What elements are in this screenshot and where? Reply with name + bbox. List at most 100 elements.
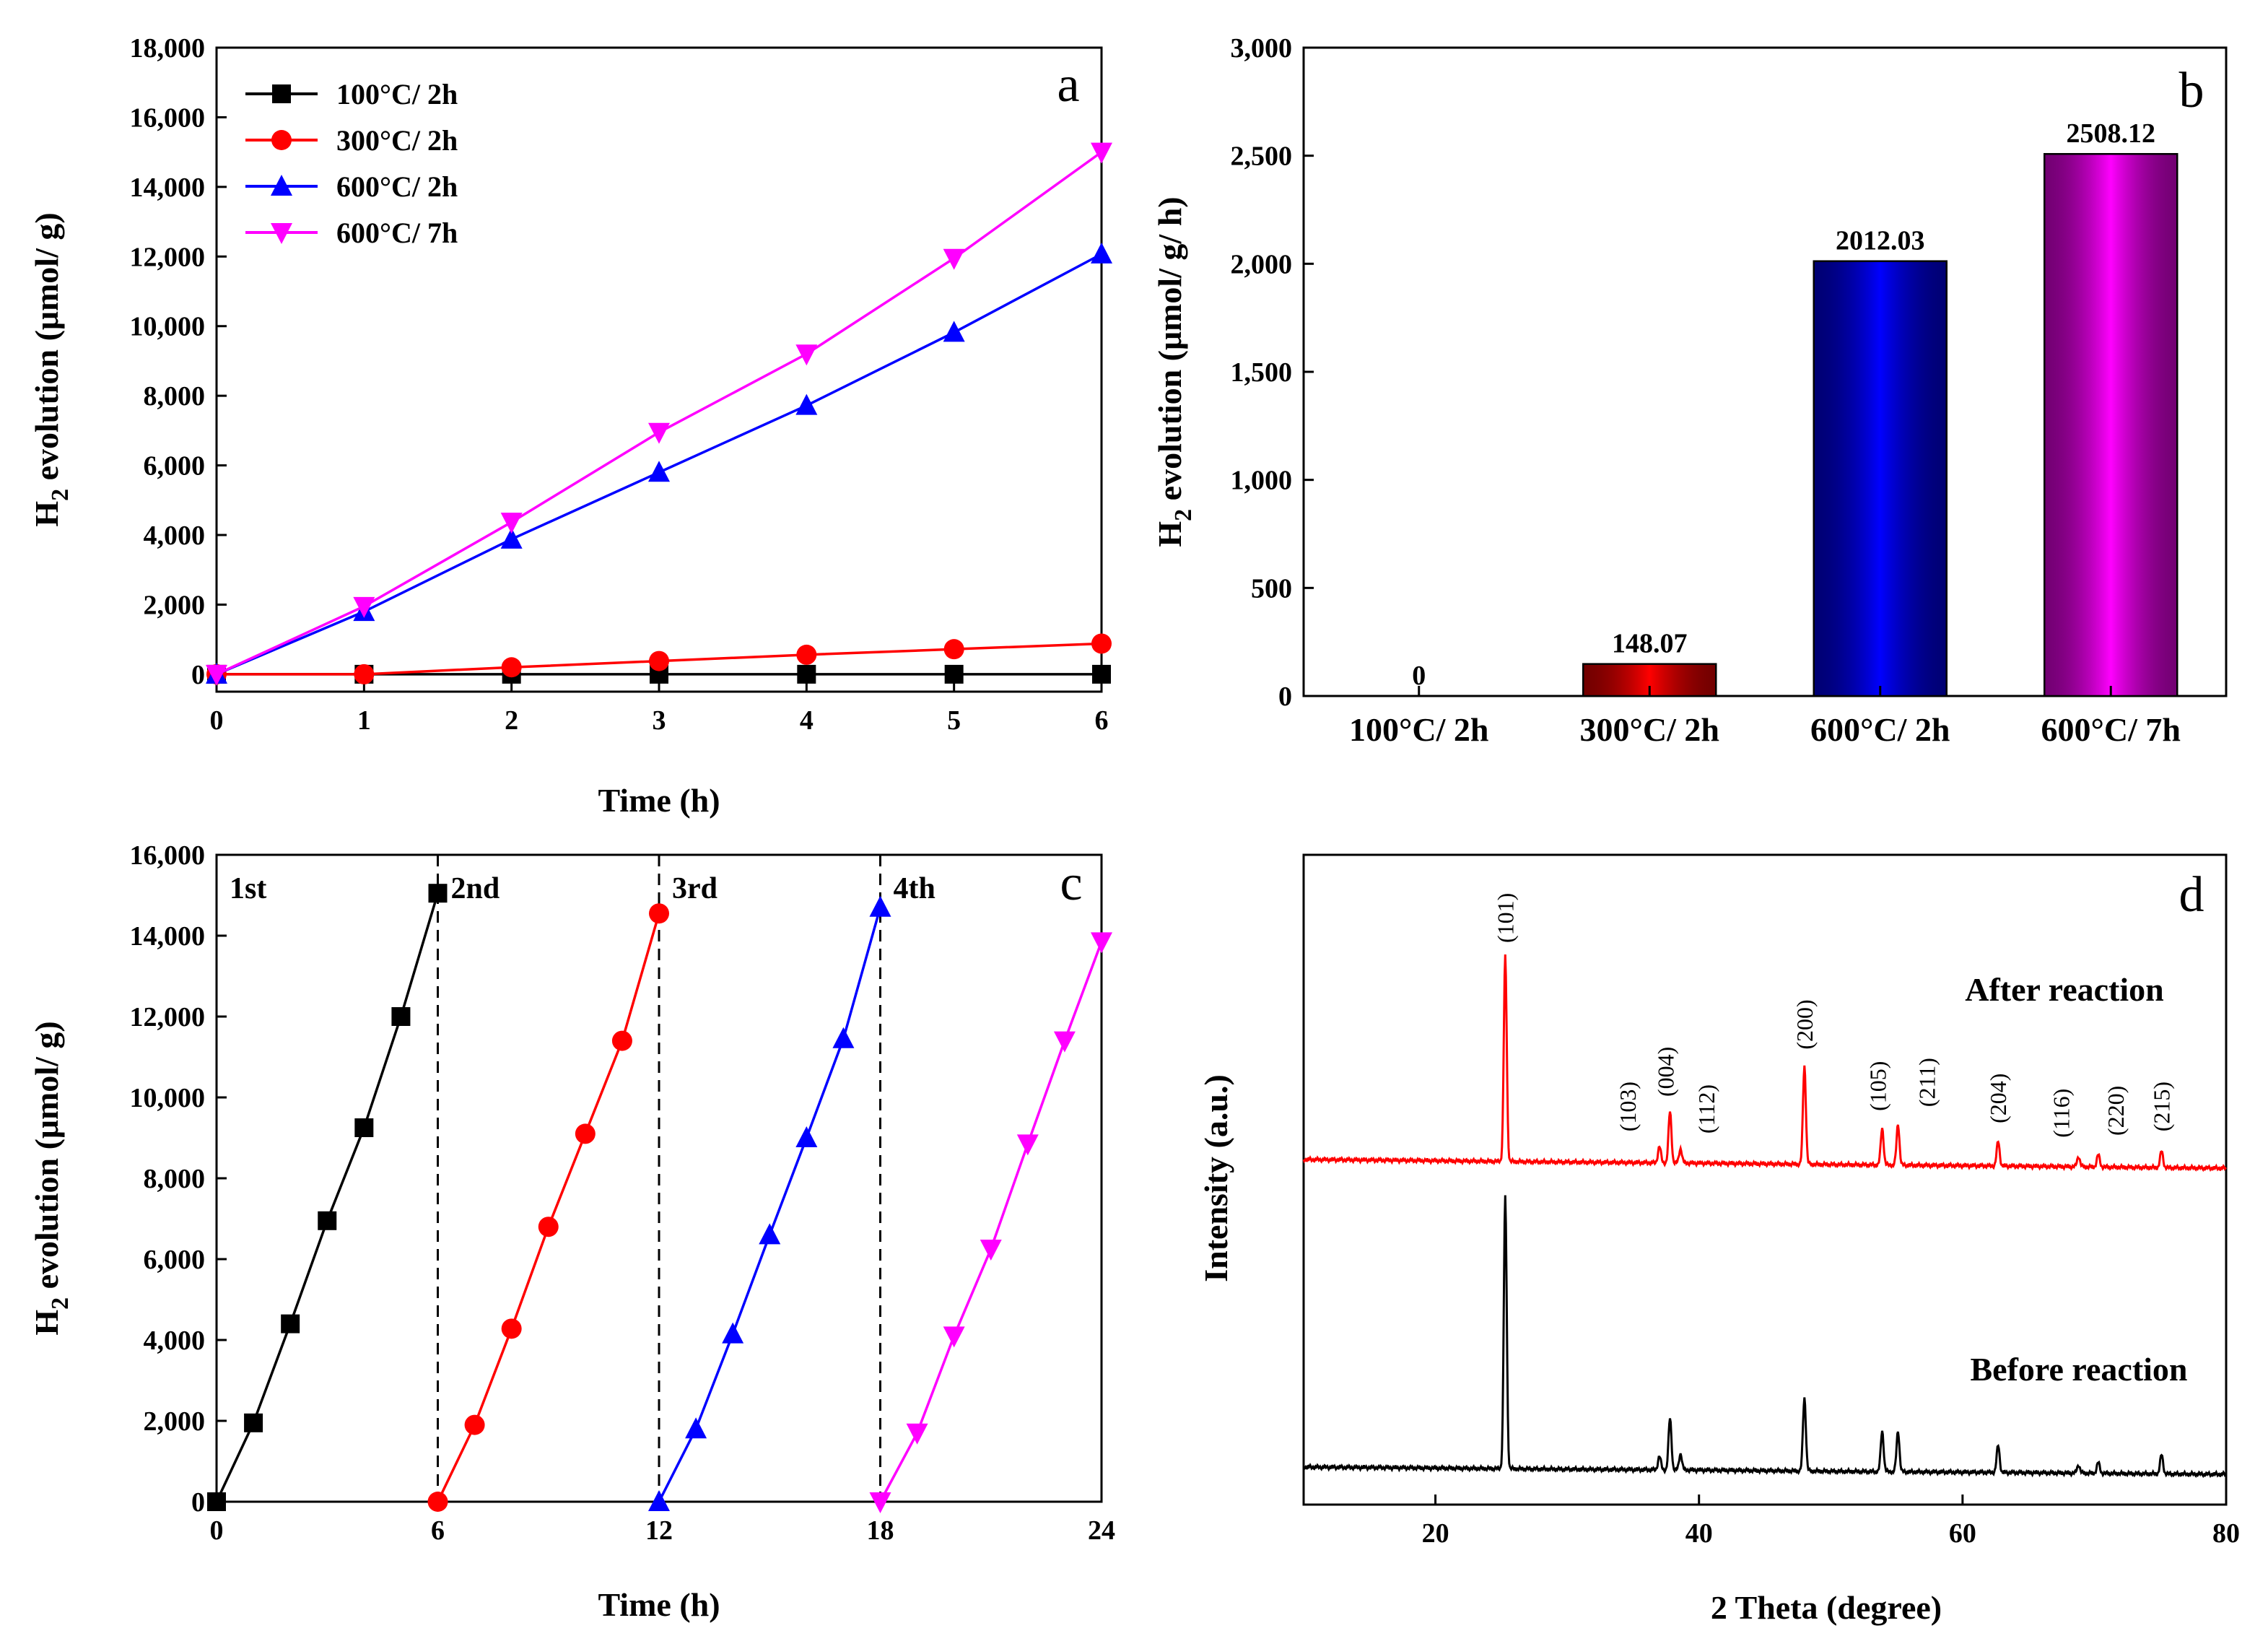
legend-label: 100°C/ 2h — [336, 78, 458, 110]
panel-d-ylabel: Intensity (a.u.) — [1198, 1074, 1234, 1282]
data-point — [649, 903, 669, 924]
legend-marker — [271, 223, 292, 244]
y-tick-label: 3,000 — [1231, 33, 1293, 64]
panel-c-cycling-chart: 0 6 12 18 24 0 2,000 4,000 6,000 8,000 10,000 12,00… — [28, 840, 1115, 1623]
legend-marker — [271, 130, 292, 150]
data-point — [501, 657, 522, 678]
y-tick-label: 2,000 — [144, 590, 206, 620]
y-tick-label: 8,000 — [144, 1164, 206, 1194]
data-point — [318, 1211, 337, 1230]
y-tick-label: 10,000 — [130, 312, 206, 342]
panel-d-xlabel: 2 Theta (degree) — [1711, 1589, 1942, 1626]
cycle-label: 3rd — [672, 872, 718, 905]
x-tick-label: 0 — [210, 705, 224, 736]
data-point — [354, 663, 375, 684]
data-point — [206, 664, 227, 686]
data-point — [869, 1492, 891, 1513]
panel-d-xrd-chart: 20 40 60 80 After reaction (101) (103) (004) (11… — [1198, 853, 2240, 1626]
y-tick-label: 14,000 — [130, 173, 206, 203]
data-point — [244, 1413, 263, 1432]
data-point — [1053, 1031, 1076, 1053]
panel-b-bar-chart: 0 500 1,000 1,500 2,000 2,500 3,000 0 100°C/ 2h 1… — [1151, 33, 2228, 748]
legend-marker — [271, 175, 292, 196]
y-tick-label: 2,000 — [144, 1406, 206, 1437]
data-point — [722, 1322, 744, 1344]
x-tick-label: 1 — [357, 705, 371, 736]
y-tick-label: 4,000 — [144, 521, 206, 551]
y-tick-label: 500 — [1251, 573, 1292, 604]
x-tick-label: 20 — [1422, 1518, 1449, 1549]
data-point — [795, 344, 818, 366]
y-tick-label: 2,000 — [1231, 249, 1293, 279]
peak-label: (220) — [2103, 1086, 2129, 1136]
legend-label: 600°C/ 7h — [336, 217, 458, 249]
data-point — [795, 1126, 818, 1147]
data-point — [943, 639, 964, 660]
data-point — [759, 1223, 781, 1245]
series-line — [878, 941, 1103, 1502]
y-tick-label: 2,500 — [1231, 142, 1293, 172]
data-point — [943, 321, 965, 342]
x-tick-label: 80 — [2212, 1518, 2240, 1549]
x-category-label: 100°C/ 2h — [1349, 711, 1488, 748]
bar-value-label: 2508.12 — [2067, 118, 2156, 149]
x-category-label: 600°C/ 7h — [2041, 711, 2181, 748]
peak-label: (200) — [1792, 999, 1818, 1049]
x-tick-label: 5 — [947, 705, 961, 736]
series-line — [658, 907, 882, 1502]
xrd-trace — [1302, 1195, 2227, 1479]
data-point — [428, 884, 448, 903]
x-tick-label: 24 — [1088, 1515, 1115, 1546]
data-point — [869, 895, 891, 917]
data-point — [906, 1423, 928, 1445]
cycle-label: 4th — [894, 872, 935, 905]
data-point — [685, 1417, 707, 1439]
bar-shading — [2044, 152, 2178, 697]
bar-value-label: 0 — [1412, 661, 1426, 691]
bar-shading — [1813, 260, 1948, 697]
data-point — [648, 422, 670, 444]
data-point — [944, 664, 964, 684]
panel-d-letter: d — [2179, 867, 2204, 923]
trace-label: After reaction — [1965, 971, 2163, 1008]
x-tick-label: 2 — [505, 705, 518, 736]
y-tick-label: 1,500 — [1231, 357, 1293, 388]
panel-b-letter: b — [2179, 63, 2204, 118]
panel-a-line-chart: 0 1 2 3 4 5 6 0 2,000 4,000 6,000 8,000 10,000 12,000… — [28, 33, 1112, 819]
data-point — [427, 1492, 448, 1512]
x-category-label: 300°C/ 2h — [1580, 711, 1719, 748]
data-point — [648, 1490, 670, 1511]
bar-value-label: 148.07 — [1612, 629, 1688, 659]
x-tick-label: 6 — [1095, 705, 1109, 736]
legend-label: 300°C/ 2h — [336, 124, 458, 157]
peak-label: (101) — [1492, 893, 1518, 943]
y-tick-label: 0 — [191, 660, 205, 690]
data-point — [464, 1414, 485, 1435]
panel-c-ylabel: H2 evolution (μmol/ g) — [28, 1021, 74, 1335]
data-point — [500, 513, 523, 534]
panel-a-xlabel: Time (h) — [598, 782, 720, 819]
data-point — [1091, 142, 1112, 164]
panel-c-xlabel: Time (h) — [598, 1586, 720, 1623]
panel-d-plot-frame — [1302, 853, 2228, 1506]
data-point — [1091, 932, 1112, 954]
x-tick-label: 40 — [1685, 1518, 1713, 1549]
panel-b-ylabel: H2 evolution (μmol/ g/ h) — [1151, 196, 1197, 547]
y-tick-label: 6,000 — [144, 451, 206, 482]
y-tick-label: 1,000 — [1231, 466, 1293, 496]
x-tick-label: 0 — [210, 1515, 224, 1546]
data-point — [649, 651, 669, 671]
panel-a-letter: a — [1057, 57, 1079, 113]
data-point — [943, 1326, 965, 1348]
peak-label: (112) — [1693, 1084, 1719, 1134]
y-tick-label: 16,000 — [130, 840, 206, 871]
peak-label: (103) — [1615, 1082, 1641, 1131]
y-tick-label: 0 — [1278, 682, 1292, 712]
peak-label: (204) — [1985, 1074, 2011, 1123]
x-tick-label: 12 — [645, 1515, 673, 1546]
data-point — [538, 1217, 559, 1237]
data-point — [500, 527, 523, 549]
peak-label: (004) — [1653, 1047, 1679, 1097]
y-tick-label: 18,000 — [130, 33, 206, 64]
